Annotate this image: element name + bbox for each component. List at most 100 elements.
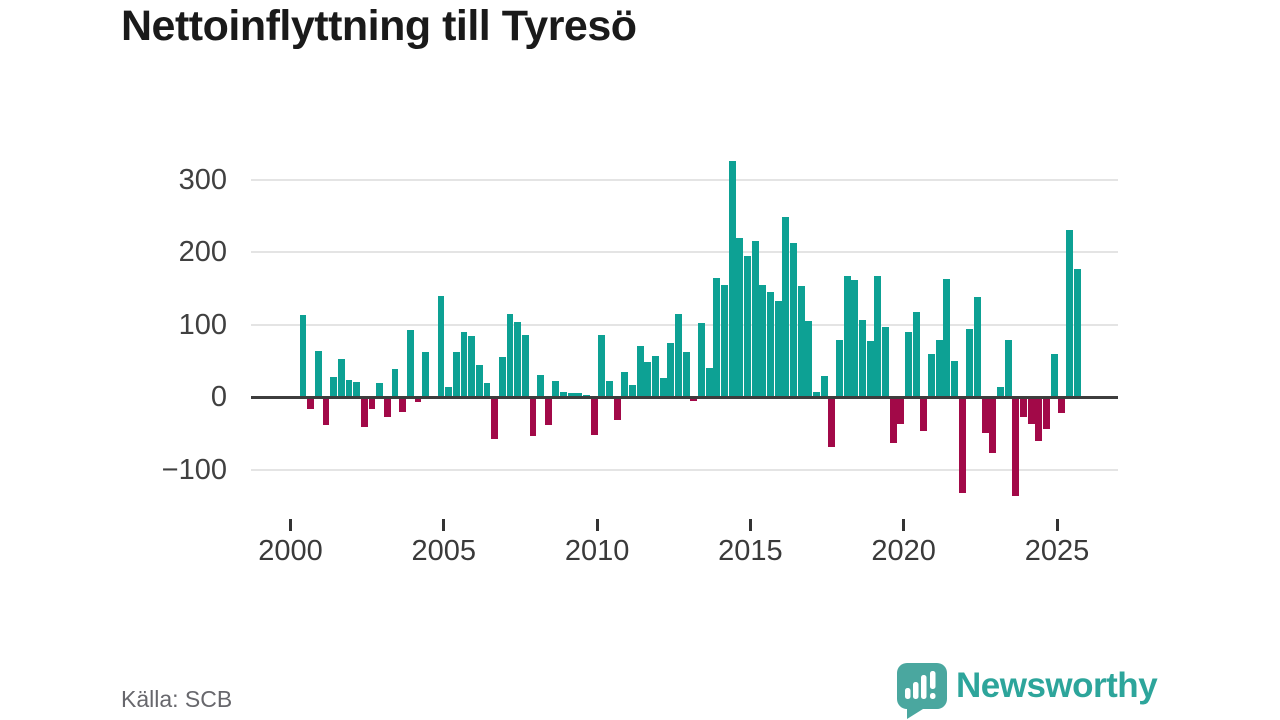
bar-2011-q4 (652, 355, 659, 397)
bar-2009-q1 (567, 392, 575, 397)
bar-2023-q3 (1012, 397, 1020, 496)
bar-2002-q2 (360, 397, 368, 428)
x-tick-label-2020: 2020 (871, 535, 936, 567)
bar-2013-q1 (690, 397, 698, 401)
bar-2022-q2 (974, 296, 981, 397)
bar-2020-q2 (912, 312, 920, 397)
bar-2019-q1 (874, 275, 882, 397)
bar-2006-q1 (475, 365, 483, 397)
bar-2022-q3 (981, 397, 989, 434)
bar-2018-q2 (851, 280, 859, 397)
y-tick-label-0: 0 (210, 381, 227, 413)
bar-2005-q3 (460, 331, 468, 398)
bar-2018-q1 (843, 275, 851, 397)
bar-2007-q3 (521, 335, 529, 397)
bar-2018-q4 (866, 341, 874, 397)
bar-2023-q4 (1020, 397, 1027, 417)
bar-2011-q1 (629, 384, 636, 397)
bar-2020-q1 (905, 331, 912, 398)
newsworthy-bubble-chart-icon (896, 662, 948, 720)
bar-2023-q2 (1004, 339, 1012, 397)
x-tick-2020 (902, 519, 906, 531)
bar-2006-q3 (491, 397, 498, 439)
bar-2013-q3 (705, 368, 713, 397)
bar-2000-q2 (299, 315, 307, 397)
bar-2009-q2 (575, 393, 583, 397)
bar-2020-q3 (920, 397, 928, 432)
newsworthy-logo: Newsworthy (896, 660, 1166, 719)
bar-2004-q2 (422, 352, 429, 397)
bar-2005-q1 (445, 386, 452, 398)
bar-2020-q4 (928, 353, 935, 397)
bar-2003-q3 (399, 397, 406, 412)
bar-2002-q1 (353, 381, 361, 397)
bar-2008-q1 (537, 375, 544, 398)
bar-2010-q4 (621, 371, 629, 397)
bar-2019-q2 (882, 326, 889, 397)
bar-2005-q2 (452, 352, 460, 397)
x-tick-label-2010: 2010 (564, 535, 630, 567)
bar-2002-q3 (368, 397, 376, 410)
bar-2001-q3 (337, 359, 345, 397)
x-tick-2025 (1055, 519, 1059, 531)
bar-2011-q3 (644, 362, 652, 397)
bar-2006-q2 (483, 383, 491, 397)
bar-2013-q4 (713, 278, 721, 397)
bar-2024-q3 (1043, 397, 1050, 429)
bar-2021-q3 (951, 360, 958, 398)
bar-2001-q1 (322, 397, 330, 426)
bar-2010-q2 (606, 381, 613, 397)
bar-2008-q3 (552, 381, 560, 397)
bar-2000-q3 (307, 397, 315, 410)
bar-2024-q4 (1050, 354, 1058, 397)
gridline-100 (251, 323, 1118, 326)
bar-2002-q4 (376, 382, 383, 397)
x-tick-label-2005: 2005 (411, 535, 477, 567)
bar-2014-q4 (744, 255, 751, 397)
bar-2008-q4 (560, 391, 567, 397)
bar-2019-q4 (897, 397, 905, 424)
bar-2012-q3 (675, 314, 682, 397)
bar-2015-q1 (751, 241, 759, 397)
gridline-200 (251, 251, 1118, 253)
bar-2008-q2 (544, 397, 552, 425)
bar-2022-q4 (989, 397, 997, 453)
bar-2012-q2 (667, 343, 675, 397)
newsworthy-wordmark: Newsworthy (956, 666, 1158, 705)
bar-2017-q4 (836, 340, 843, 397)
bar-2022-q1 (966, 328, 974, 397)
bar-2007-q2 (514, 322, 521, 397)
y-tick-label-200: 200 (178, 236, 227, 268)
bar-2006-q4 (498, 357, 506, 397)
bar-2021-q1 (935, 340, 943, 397)
bar-2003-q4 (406, 330, 414, 397)
y-tick-label--100: −100 (161, 453, 227, 486)
bar-2003-q2 (391, 369, 399, 397)
bar-2025-q2 (1066, 230, 1073, 398)
gridline-300 (251, 178, 1118, 181)
bar-2007-q1 (506, 314, 514, 397)
source-note: Källa: SCB (121, 686, 233, 712)
x-tick-2010 (595, 519, 599, 531)
bar-2024-q2 (1035, 397, 1043, 441)
x-tick-label-2025: 2025 (1024, 535, 1090, 567)
x-tick-2000 (289, 519, 292, 531)
bar-2017-q3 (828, 397, 836, 447)
bar-2010-q3 (613, 397, 621, 421)
bar-2012-q4 (682, 352, 690, 397)
gridline--100 (251, 468, 1118, 471)
x-tick-2005 (442, 519, 446, 531)
bar-2014-q2 (728, 160, 736, 397)
bar-2016-q4 (805, 320, 813, 397)
bar-2000-q4 (314, 351, 322, 397)
x-tick-label-2015: 2015 (718, 535, 783, 567)
bar-2005-q4 (468, 336, 475, 397)
y-tick-label-300: 300 (178, 163, 227, 196)
bar-2021-q2 (943, 278, 951, 397)
bar-2011-q2 (636, 346, 644, 398)
bar-2001-q2 (330, 376, 338, 397)
bar-2013-q2 (698, 323, 705, 398)
x-tick-label-2000: 2000 (258, 535, 323, 567)
chart-title: Nettoinflyttning till Tyresö (121, 2, 637, 50)
